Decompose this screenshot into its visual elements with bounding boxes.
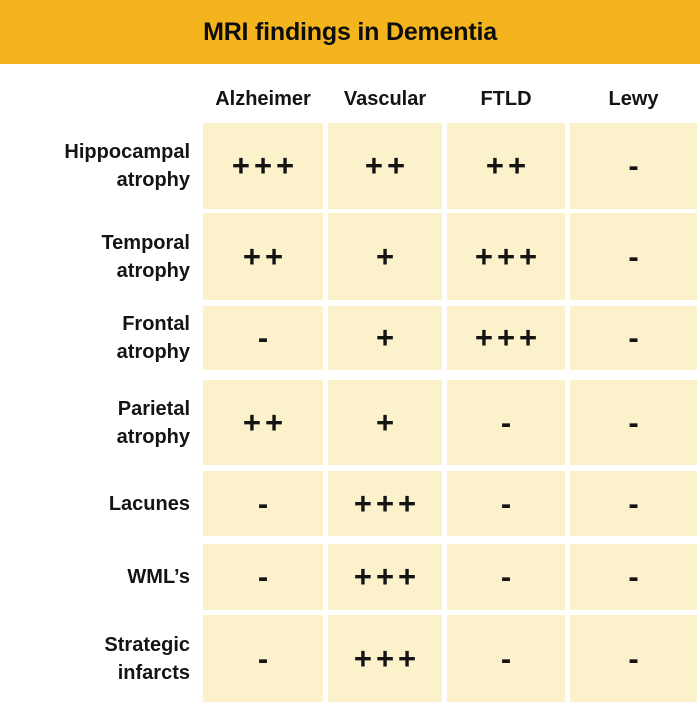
table-cell: -	[203, 544, 323, 610]
table-cell: -	[447, 471, 565, 536]
row-label: Parietal atrophy	[116, 397, 190, 448]
row-label: Hippocampal atrophy	[64, 141, 190, 191]
table-cell: +++	[447, 306, 565, 370]
table-cell: -	[203, 471, 323, 536]
table-cell: -	[570, 213, 697, 300]
table-cell: ++	[328, 123, 442, 209]
table-cell: -	[570, 306, 697, 370]
table-cell: -	[570, 380, 697, 465]
table-row-wmls: WML’s - +++ - -	[0, 544, 700, 610]
row-label: Frontal atrophy	[116, 313, 190, 363]
row-label: WML’s	[127, 566, 190, 588]
table-cell: +++	[328, 615, 442, 702]
table-cell: +	[328, 380, 442, 465]
table-row-frontal-atrophy: Frontal atrophy - + +++ -	[0, 306, 700, 370]
title-banner: MRI findings in Dementia	[0, 0, 700, 64]
table-cell: -	[570, 544, 697, 610]
table-cell: ++	[447, 123, 565, 209]
table-cell: -	[570, 471, 697, 536]
table-cell: ++	[203, 213, 323, 300]
table-cell: +	[328, 306, 442, 370]
table-cell: -	[447, 615, 565, 702]
table-cell: +++	[447, 213, 565, 300]
table-cell: +++	[328, 544, 442, 610]
table-cell: -	[203, 306, 323, 370]
mri-findings-table: Alzheimer Vascular FTLD Lewy Hippocampal…	[0, 64, 700, 702]
table-cell: -	[203, 615, 323, 702]
table-row-parietal-atrophy: Parietal atrophy ++ + - -	[0, 380, 700, 465]
table-cell: -	[447, 544, 565, 610]
table-header-row: Alzheimer Vascular FTLD Lewy	[0, 64, 700, 123]
column-header-lewy: Lewy	[608, 88, 659, 110]
table-cell: +	[328, 213, 442, 300]
table-cell: -	[570, 123, 697, 209]
row-label: Temporal atrophy	[101, 231, 190, 282]
table-cell: -	[570, 615, 697, 702]
table-row-lacunes: Lacunes - +++ - -	[0, 471, 700, 536]
table-cell: -	[447, 380, 565, 465]
table-cell: ++	[203, 380, 323, 465]
page-title: MRI findings in Dementia	[203, 17, 497, 46]
column-header-vascular: Vascular	[343, 88, 427, 110]
table-row-hippocampal-atrophy: Hippocampal atrophy +++ ++ ++ -	[0, 123, 700, 209]
column-header-ftld: FTLD	[480, 88, 532, 110]
column-header-alzheimer: Alzheimer	[215, 88, 311, 110]
row-label: Lacunes	[108, 492, 190, 515]
table-row-strategic-infarcts: Strategic infarcts - +++ - -	[0, 615, 700, 702]
table-cell: +++	[203, 123, 323, 209]
table-cell: +++	[328, 471, 442, 536]
row-label: Strategic infarcts	[104, 633, 190, 684]
table-row-temporal-atrophy: Temporal atrophy ++ + +++ -	[0, 213, 700, 300]
